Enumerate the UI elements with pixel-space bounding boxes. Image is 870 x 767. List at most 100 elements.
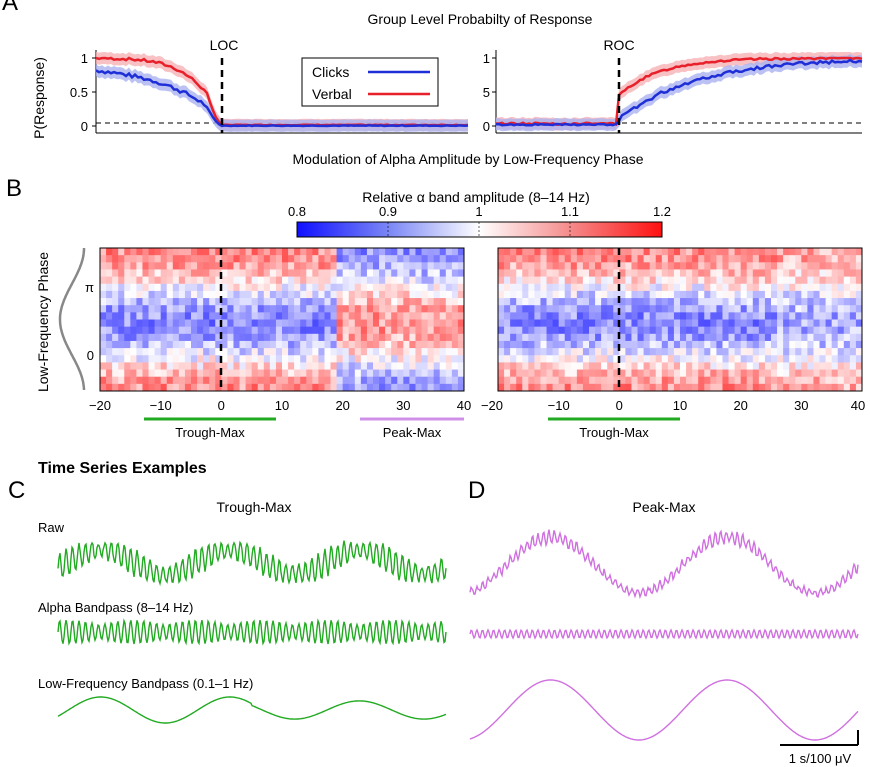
heatmap-cell xyxy=(698,355,705,363)
heatmap-cell xyxy=(661,262,669,270)
heatmap-cell xyxy=(336,369,344,378)
heatmap-cell xyxy=(197,383,204,392)
heatmap-cell xyxy=(445,248,453,256)
heatmap-cell xyxy=(209,383,216,392)
heatmap-cell xyxy=(849,340,857,349)
heatmap-cell xyxy=(312,276,319,285)
heatmap-cell xyxy=(354,340,362,349)
heatmap-cell xyxy=(789,305,796,313)
heatmap-cell xyxy=(184,355,192,363)
heatmap-cell xyxy=(637,333,644,342)
heatmap-cell xyxy=(215,276,222,285)
heatmap-cell xyxy=(282,383,289,392)
heatmap-cell xyxy=(275,326,283,335)
heatmap-cell xyxy=(673,298,681,306)
heatmap-cell xyxy=(795,283,802,292)
heatmap-cell xyxy=(300,305,307,313)
heatmap-cell xyxy=(215,333,222,342)
heatmap-cell xyxy=(546,312,553,320)
heatmap-cell xyxy=(100,333,107,342)
heatmap-cell xyxy=(516,333,523,342)
heatmap-cell xyxy=(233,248,240,256)
heatmap-cell xyxy=(582,333,590,342)
heatmap-cell xyxy=(239,248,246,256)
heatmap-cell xyxy=(673,312,681,320)
heatmap-cell xyxy=(516,283,523,292)
heatmap-cell xyxy=(294,312,301,320)
heatmap-cell xyxy=(783,376,790,385)
heatmap-cell xyxy=(498,298,505,306)
heatmap-cell xyxy=(282,369,289,378)
heatmap-cell xyxy=(795,362,802,370)
heatmap-cell xyxy=(178,383,186,392)
heatmap-cell xyxy=(801,383,808,392)
heatmap-cell xyxy=(710,283,717,292)
heatmap-cell xyxy=(106,383,113,392)
heatmap-cell xyxy=(324,355,331,363)
heatmap-cell xyxy=(118,283,125,292)
heatmap-cell xyxy=(124,348,131,356)
heatmap-cell xyxy=(813,290,820,299)
heatmap-cell xyxy=(855,376,863,385)
heatmap-cell xyxy=(373,355,380,363)
heatmap-cell xyxy=(710,355,717,363)
heatmap-cell xyxy=(142,333,149,342)
heatmap-cell xyxy=(795,355,802,363)
heatmap-cell xyxy=(166,362,174,370)
heatmap-cell xyxy=(698,319,705,328)
heatmap-cell xyxy=(625,276,632,285)
heatmap-cell xyxy=(275,383,283,392)
heatmap-cell xyxy=(233,255,240,263)
heatmap-cell xyxy=(191,283,198,292)
heatmap-cell xyxy=(288,255,295,263)
heatmap-right-xtick-label: 30 xyxy=(794,398,808,413)
heatmap-cell xyxy=(427,319,435,328)
heatmap-cell xyxy=(366,276,374,285)
heatmap-cell xyxy=(245,269,253,277)
heatmap-cell xyxy=(528,362,535,370)
heatmap-cell xyxy=(631,290,638,299)
heatmap-cell xyxy=(324,376,331,385)
heatmap-cell xyxy=(203,333,210,342)
heatmap-cell xyxy=(582,376,590,385)
heatmap-cell xyxy=(385,290,392,299)
heatmap-cell xyxy=(221,369,228,378)
heatmap-cell xyxy=(558,262,566,270)
heatmap-cell xyxy=(457,355,465,363)
heatmap-cell xyxy=(631,369,638,378)
heatmap-cell xyxy=(275,333,283,342)
a-right-ytick-label: 5 xyxy=(483,85,490,100)
heatmap-cell xyxy=(239,348,246,356)
heatmap-cell xyxy=(457,333,465,342)
heatmap-cell xyxy=(789,376,796,385)
heatmap-cell xyxy=(661,348,669,356)
heatmap-cell xyxy=(106,340,113,349)
heatmap-cell xyxy=(837,376,845,385)
heatmap-cell xyxy=(813,269,820,277)
heatmap-cell xyxy=(172,340,180,349)
heatmap-cell xyxy=(849,362,857,370)
heatmap-cell xyxy=(728,340,735,349)
heatmap-cell xyxy=(288,262,295,270)
heatmap-cell xyxy=(191,319,198,328)
heatmap-cell xyxy=(607,262,614,270)
heatmap-cell xyxy=(136,333,143,342)
heatmap-cell xyxy=(373,383,380,392)
heatmap-cell xyxy=(184,362,192,370)
heatmap-cell xyxy=(698,298,705,306)
heatmap-cell xyxy=(275,255,283,263)
heatmap-cell xyxy=(427,283,435,292)
heatmap-cell xyxy=(106,248,113,256)
heatmap-cell xyxy=(655,333,663,342)
heatmap-cell xyxy=(686,376,693,385)
heatmap-cell xyxy=(704,369,711,378)
heatmap-cell xyxy=(373,276,380,285)
heatmap-cell xyxy=(318,362,325,370)
heatmap-cell xyxy=(607,283,614,292)
heatmap-cell xyxy=(166,348,174,356)
heatmap-cell xyxy=(239,276,246,285)
heatmap-cell xyxy=(178,312,186,320)
heatmap-cell xyxy=(595,362,602,370)
heatmap-cell xyxy=(445,312,453,320)
heatmap-cell xyxy=(275,276,283,285)
